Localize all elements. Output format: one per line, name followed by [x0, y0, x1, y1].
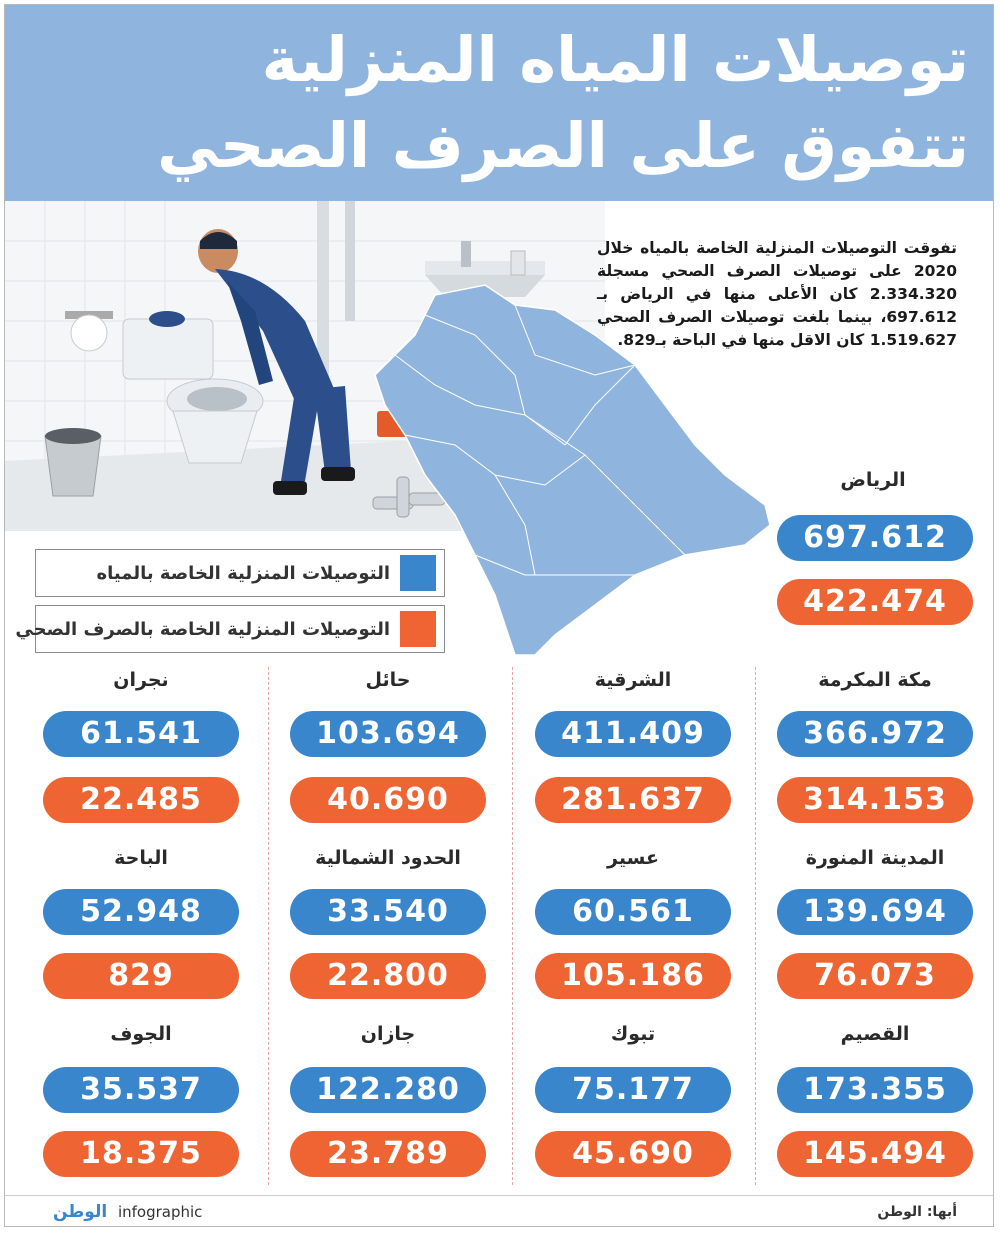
region-water-value: 173.355: [777, 1067, 973, 1113]
legend-sewage-label: التوصيلات المنزلية الخاصة بالصرف الصحي: [15, 618, 390, 640]
header-banner: توصيلات المياه المنزلية تتفوق على الصرف …: [5, 5, 993, 201]
region-sewage-value: 22.800: [290, 953, 486, 999]
region-sewage-value: 45.690: [535, 1131, 731, 1177]
alwatan-logo: الوطن: [53, 1202, 108, 1222]
intro-paragraph: تفوقت التوصيلات المنزلية الخاصة بالمياه …: [597, 239, 957, 349]
headline-line-1: توصيلات المياه المنزلية: [261, 23, 969, 96]
region-water-value: 366.972: [777, 711, 973, 757]
saudi-arabia-map: [374, 284, 771, 656]
bucket-icon: [44, 435, 102, 497]
legend-water-swatch: [400, 555, 436, 591]
footer-credit: أبها: الوطن: [877, 1204, 957, 1220]
legend-water-label: التوصيلات المنزلية الخاصة بالمياه: [96, 562, 390, 584]
column-divider: [512, 667, 513, 1185]
footer-infographic-label: infographic: [117, 1203, 203, 1221]
region-water-value: 52.948: [43, 889, 239, 935]
region-name: الحدود الشمالية: [315, 847, 461, 869]
region-name: الجوف: [110, 1023, 172, 1045]
region-water-value: 139.694: [777, 889, 973, 935]
headline-line-2: تتفوق على الصرف الصحي: [157, 109, 969, 182]
region-name: الشرقية: [594, 669, 672, 691]
footer: الوطن infographic أبها: الوطن: [5, 1195, 993, 1226]
region-name: حائل: [365, 669, 411, 691]
region-name: عسير: [607, 847, 659, 869]
region-water-value: 60.561: [535, 889, 731, 935]
riyadh-water-value: 697.612: [777, 515, 973, 561]
region-sewage-value: 22.485: [43, 777, 239, 823]
region-water-value: 103.694: [290, 711, 486, 757]
plumber-figure: [198, 229, 355, 495]
faucet-icon: [461, 241, 471, 267]
region-water-value: 35.537: [43, 1067, 239, 1113]
infographic: توصيلات المياه المنزلية تتفوق على الصرف …: [4, 4, 994, 1227]
region-sewage-value: 105.186: [535, 953, 731, 999]
region-sewage-value: 23.789: [290, 1131, 486, 1177]
region-name: جازان: [360, 1023, 416, 1045]
region-water-value: 61.541: [43, 711, 239, 757]
region-name-riyadh: الرياض: [840, 469, 906, 491]
region-name: تبوك: [610, 1023, 656, 1045]
region-water-value: 122.280: [290, 1067, 486, 1113]
region-water-value: 33.540: [290, 889, 486, 935]
region-name: القصيم: [840, 1023, 910, 1045]
legend-sewage: التوصيلات المنزلية الخاصة بالصرف الصحي: [15, 605, 445, 653]
column-divider: [755, 667, 756, 1185]
region-sewage-value: 829: [43, 953, 239, 999]
region-sewage-value: 145.494: [777, 1131, 973, 1177]
toilet-icon: [122, 318, 214, 380]
column-divider: [268, 667, 269, 1185]
riyadh-sewage-value: 422.474: [777, 579, 973, 625]
pipe-fitting-icon: [372, 476, 446, 518]
region-water-value: 75.177: [535, 1067, 731, 1113]
legend-water: التوصيلات المنزلية الخاصة بالمياه: [35, 549, 445, 597]
region-sewage-value: 281.637: [535, 777, 731, 823]
region-sewage-value: 18.375: [43, 1131, 239, 1177]
region-name: المدينة المنورة: [805, 847, 945, 869]
region-name: الباحة: [114, 847, 168, 869]
region-name: مكة المكرمة: [818, 669, 932, 691]
footer-brand: الوطن infographic: [53, 1202, 202, 1222]
region-name: نجران: [113, 669, 169, 691]
legend-sewage-swatch: [400, 611, 436, 647]
region-sewage-value: 314.153: [777, 777, 973, 823]
region-sewage-value: 40.690: [290, 777, 486, 823]
region-sewage-value: 76.073: [777, 953, 973, 999]
region-water-value: 411.409: [535, 711, 731, 757]
